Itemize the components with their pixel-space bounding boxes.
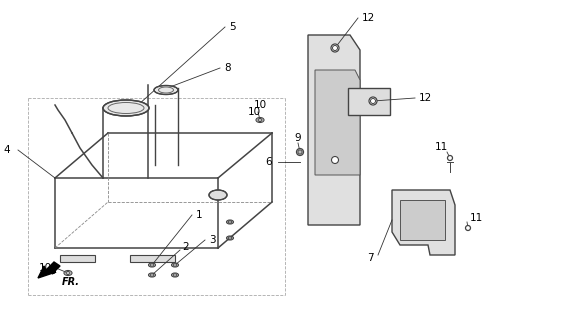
Ellipse shape (150, 274, 154, 276)
Ellipse shape (228, 221, 232, 223)
Ellipse shape (296, 148, 304, 156)
Ellipse shape (154, 85, 178, 94)
Text: 3: 3 (209, 235, 216, 245)
Ellipse shape (466, 226, 471, 230)
Ellipse shape (258, 118, 262, 122)
Text: 8: 8 (224, 63, 231, 73)
Text: 4: 4 (3, 145, 10, 155)
Ellipse shape (447, 156, 452, 161)
Text: 10: 10 (253, 100, 267, 110)
Text: 11: 11 (470, 213, 483, 223)
Polygon shape (348, 88, 390, 115)
Ellipse shape (209, 190, 227, 200)
Text: 10: 10 (248, 107, 261, 117)
Polygon shape (308, 35, 360, 225)
Text: 9: 9 (295, 133, 301, 143)
Polygon shape (38, 262, 60, 278)
Polygon shape (130, 255, 175, 262)
Ellipse shape (331, 44, 339, 52)
Polygon shape (400, 200, 445, 240)
Polygon shape (315, 70, 360, 175)
Ellipse shape (369, 97, 377, 105)
Text: 6: 6 (265, 157, 272, 167)
Ellipse shape (173, 264, 177, 266)
Text: FR.: FR. (62, 277, 80, 287)
Ellipse shape (66, 271, 70, 275)
Text: 5: 5 (229, 22, 236, 32)
Polygon shape (60, 255, 95, 262)
Text: 1: 1 (196, 210, 202, 220)
Polygon shape (392, 190, 455, 255)
Text: 7: 7 (367, 253, 374, 263)
Ellipse shape (150, 264, 154, 266)
Ellipse shape (228, 237, 232, 239)
Text: 12: 12 (419, 93, 432, 103)
Ellipse shape (173, 274, 177, 276)
Text: 11: 11 (435, 142, 448, 152)
Text: 2: 2 (182, 242, 189, 252)
Ellipse shape (103, 100, 149, 116)
Text: 10: 10 (39, 263, 52, 273)
Ellipse shape (332, 156, 339, 164)
Text: 12: 12 (362, 13, 375, 23)
